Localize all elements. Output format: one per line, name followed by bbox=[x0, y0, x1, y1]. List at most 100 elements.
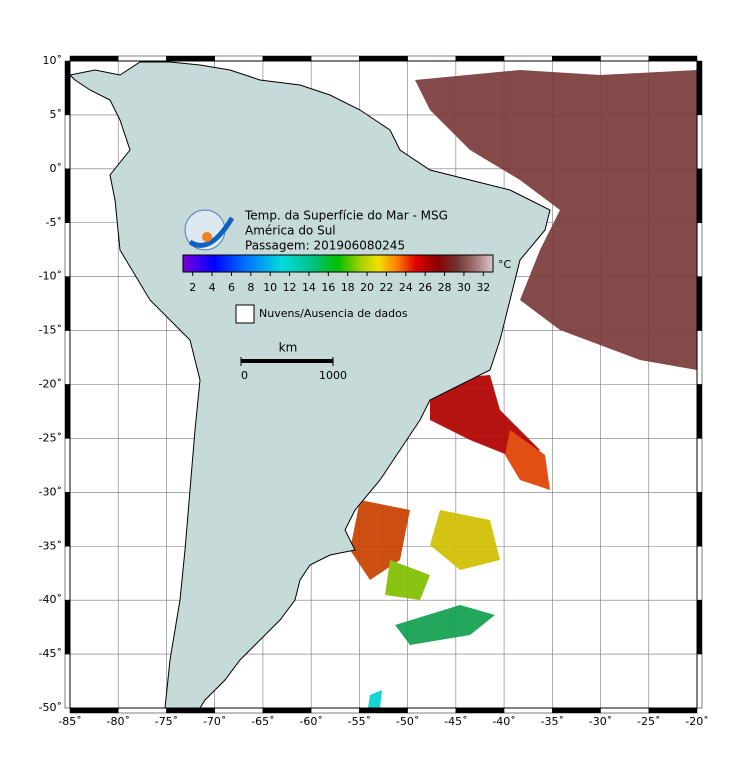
frame-segment bbox=[64, 384, 71, 439]
frame-segment bbox=[64, 438, 71, 493]
y-tick-label: -10˚ bbox=[39, 270, 62, 283]
x-tick-label: -85˚ bbox=[58, 715, 81, 728]
frame-border bbox=[64, 55, 703, 714]
legend-swatch bbox=[235, 304, 255, 324]
frame-segment bbox=[359, 707, 408, 714]
y-tick-label: -5˚ bbox=[46, 216, 62, 229]
x-tick-label: -70˚ bbox=[203, 715, 226, 728]
frame-segment bbox=[648, 707, 698, 714]
frame-segment bbox=[696, 222, 703, 277]
frame-segment bbox=[64, 114, 71, 170]
frame-segment bbox=[696, 114, 703, 170]
y-tick-label: -45˚ bbox=[39, 647, 62, 660]
x-tick-label: -30˚ bbox=[589, 715, 612, 728]
frame-segment bbox=[214, 707, 264, 714]
x-tick-label: -35˚ bbox=[541, 715, 564, 728]
frame-segment bbox=[552, 707, 601, 714]
frame-segment bbox=[69, 55, 119, 62]
frame-segment bbox=[503, 55, 553, 62]
colorbar-tick-label: 28 bbox=[438, 281, 452, 294]
x-tick-label: -20˚ bbox=[685, 715, 708, 728]
region: América do Sul bbox=[245, 224, 336, 238]
frame-segment bbox=[64, 60, 71, 116]
x-tick-label: -40˚ bbox=[492, 715, 515, 728]
colorbar-tick-label: 10 bbox=[263, 281, 277, 294]
colorbar-tick-label: 20 bbox=[360, 281, 374, 294]
frame-segment bbox=[310, 707, 360, 714]
frame-segment bbox=[64, 599, 71, 655]
x-tick-label: -50˚ bbox=[396, 715, 419, 728]
colorbar-unit: °C bbox=[498, 258, 512, 271]
x-tick-label: -65˚ bbox=[251, 715, 274, 728]
colorbar-tick-label: 26 bbox=[418, 281, 432, 294]
x-tick-label: -60˚ bbox=[299, 715, 322, 728]
y-tick-label: 5˚ bbox=[50, 108, 63, 121]
frame-segment bbox=[262, 707, 312, 714]
logo-arrow bbox=[188, 216, 235, 248]
colorbar-tick-label: 12 bbox=[283, 281, 297, 294]
frame-segment bbox=[64, 330, 71, 385]
pass: Passagem: 201906080245 bbox=[245, 239, 405, 253]
frame-segment bbox=[64, 168, 71, 223]
map-body bbox=[70, 61, 697, 708]
frame-segment bbox=[117, 707, 167, 714]
logo bbox=[184, 209, 235, 251]
frame-segment bbox=[552, 55, 601, 62]
colorbar-tick-label: 32 bbox=[476, 281, 490, 294]
frame-segment bbox=[696, 168, 703, 223]
sst-mix bbox=[350, 500, 410, 580]
frame-segment bbox=[696, 546, 703, 601]
sst-green bbox=[385, 560, 430, 600]
colorbar-tick-label: 8 bbox=[247, 281, 254, 294]
legend-text: Nuvens/Ausencia de dados bbox=[259, 307, 408, 320]
y-tick-label: 0˚ bbox=[50, 162, 63, 175]
colorbar-tick-label: 24 bbox=[399, 281, 413, 294]
sst-cool bbox=[395, 605, 495, 645]
frame-segment bbox=[696, 330, 703, 385]
y-tick-label: -35˚ bbox=[39, 539, 62, 552]
colorbar-tick-label: 6 bbox=[228, 281, 235, 294]
colorbar-tick-label: 22 bbox=[379, 281, 393, 294]
colorbar-tick-label: 4 bbox=[209, 281, 216, 294]
y-tick-label: 10˚ bbox=[43, 54, 63, 67]
frame-segment bbox=[310, 55, 360, 62]
frame-segment bbox=[64, 653, 71, 709]
frame-segment bbox=[600, 55, 650, 62]
scale-tick-label: 0 bbox=[241, 369, 248, 382]
frame-segment bbox=[407, 707, 457, 714]
x-tick-label: -75˚ bbox=[155, 715, 178, 728]
frame-segment bbox=[166, 707, 215, 714]
logo-dot bbox=[202, 232, 212, 242]
frame-segment bbox=[69, 707, 119, 714]
frame-segment bbox=[455, 707, 505, 714]
scale-bar bbox=[241, 359, 333, 363]
frame-segment bbox=[600, 707, 650, 714]
scale-unit: km bbox=[279, 341, 298, 355]
frame bbox=[69, 60, 698, 709]
frame-segment bbox=[214, 55, 264, 62]
sst-orange bbox=[505, 430, 550, 490]
scale-tick-label: 1000 bbox=[319, 369, 347, 382]
frame-segment bbox=[648, 55, 698, 62]
sst-yellow bbox=[430, 510, 500, 570]
x-tick-label: -80˚ bbox=[106, 715, 129, 728]
title: Temp. da Superfície do Mar - MSG bbox=[244, 209, 448, 223]
frame-segment bbox=[407, 55, 457, 62]
frame-segment bbox=[262, 55, 312, 62]
frame-segment bbox=[455, 55, 505, 62]
frame-segment bbox=[64, 276, 71, 331]
frame-segment bbox=[166, 55, 215, 62]
colorbar-tick-label: 2 bbox=[189, 281, 196, 294]
frame-segment bbox=[503, 707, 553, 714]
frame-segment bbox=[696, 653, 703, 709]
frame-segment bbox=[696, 276, 703, 331]
y-tick-label: -15˚ bbox=[39, 324, 62, 337]
y-tick-label: -30˚ bbox=[39, 485, 62, 498]
sst-patches bbox=[350, 70, 697, 708]
frame-segment bbox=[359, 55, 408, 62]
y-tick-label: -20˚ bbox=[39, 378, 62, 391]
sst-warm bbox=[415, 70, 697, 370]
frame-segment bbox=[696, 492, 703, 547]
y-tick-label: -50˚ bbox=[39, 701, 62, 714]
frame-segment bbox=[696, 384, 703, 439]
